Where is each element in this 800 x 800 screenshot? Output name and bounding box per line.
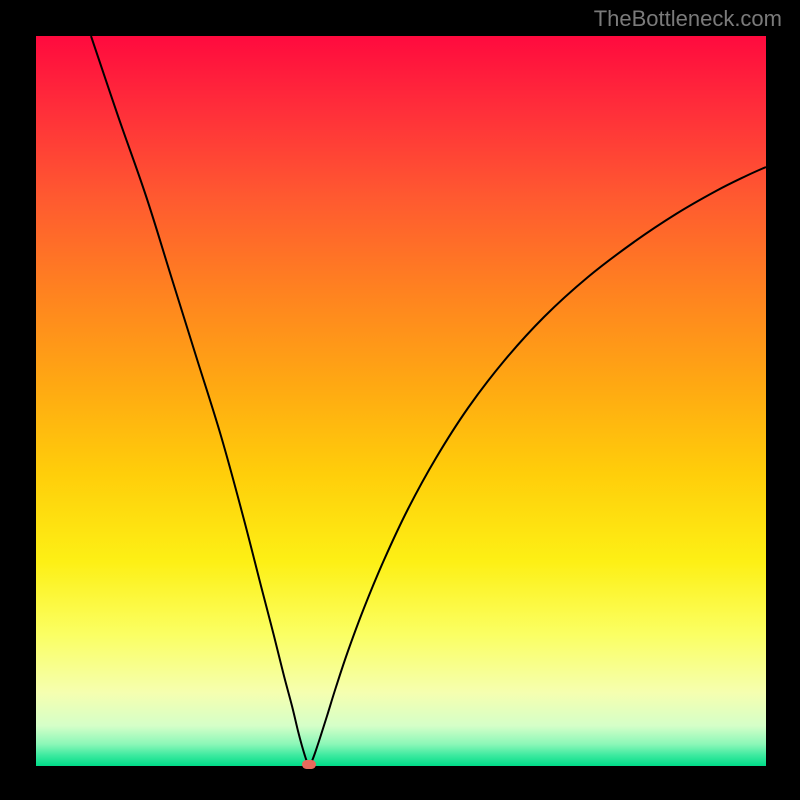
bottleneck-curve bbox=[36, 36, 766, 766]
chart-plot-area bbox=[36, 36, 766, 766]
minimum-marker bbox=[302, 760, 316, 769]
watermark-text: TheBottleneck.com bbox=[594, 6, 782, 32]
